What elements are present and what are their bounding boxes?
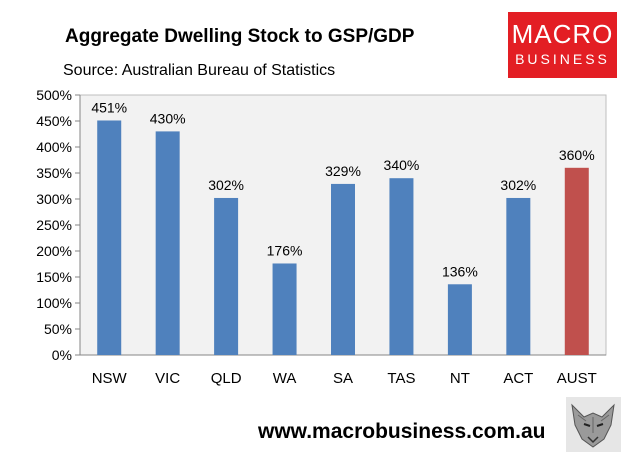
chart-source: Source: Australian Bureau of Statistics: [63, 62, 336, 79]
x-tick-label: SA: [333, 370, 353, 387]
y-tick-label: 50%: [44, 321, 72, 337]
data-label: 136%: [442, 263, 478, 279]
y-tick-label: 250%: [36, 217, 72, 233]
x-tick-label: NT: [450, 370, 470, 387]
bar-qld: [214, 197, 239, 355]
bar-sa: [331, 183, 355, 355]
x-tick-label: VIC: [155, 370, 180, 387]
bar-tas: [389, 178, 414, 355]
y-tick-label: 450%: [36, 113, 72, 129]
y-tick-label: 100%: [36, 295, 72, 311]
y-tick-label: 150%: [36, 269, 72, 285]
chart-title: Aggregate Dwelling Stock to GSP/GDP: [65, 26, 415, 47]
bar-vic: [155, 131, 180, 355]
data-label: 340%: [384, 157, 420, 173]
wolf-logo-icon: [566, 397, 621, 452]
y-tick-label: 350%: [36, 165, 72, 181]
bar-wa: [272, 263, 297, 355]
bar-aust: [564, 167, 589, 355]
data-label: 451%: [91, 99, 127, 115]
macrobusiness-logo: MACRO BUSINESS: [508, 12, 617, 78]
data-label: 302%: [208, 177, 244, 193]
y-tick-label: 200%: [36, 243, 72, 259]
data-label: 329%: [325, 163, 361, 179]
bar-nt: [447, 284, 472, 355]
y-tick-label: 0%: [52, 347, 72, 363]
website-url: www.macrobusiness.com.au: [258, 420, 546, 443]
y-tick-label: 500%: [36, 87, 72, 103]
data-label: 360%: [559, 147, 595, 163]
data-label: 302%: [500, 177, 536, 193]
bar-nsw: [97, 120, 122, 355]
x-tick-label: ACT: [503, 370, 533, 387]
logo-line-2: BUSINESS: [515, 51, 610, 67]
y-tick-label: 300%: [36, 191, 72, 207]
x-tick-label: TAS: [387, 370, 415, 387]
data-label: 430%: [150, 110, 186, 126]
x-tick-label: QLD: [211, 370, 242, 387]
x-tick-label: NSW: [92, 370, 128, 387]
bar-act: [506, 197, 531, 355]
y-tick-label: 400%: [36, 139, 72, 155]
data-label: 176%: [267, 242, 303, 258]
x-tick-label: AUST: [557, 370, 597, 387]
logo-line-1: MACRO: [511, 19, 614, 49]
x-tick-label: WA: [273, 370, 297, 387]
